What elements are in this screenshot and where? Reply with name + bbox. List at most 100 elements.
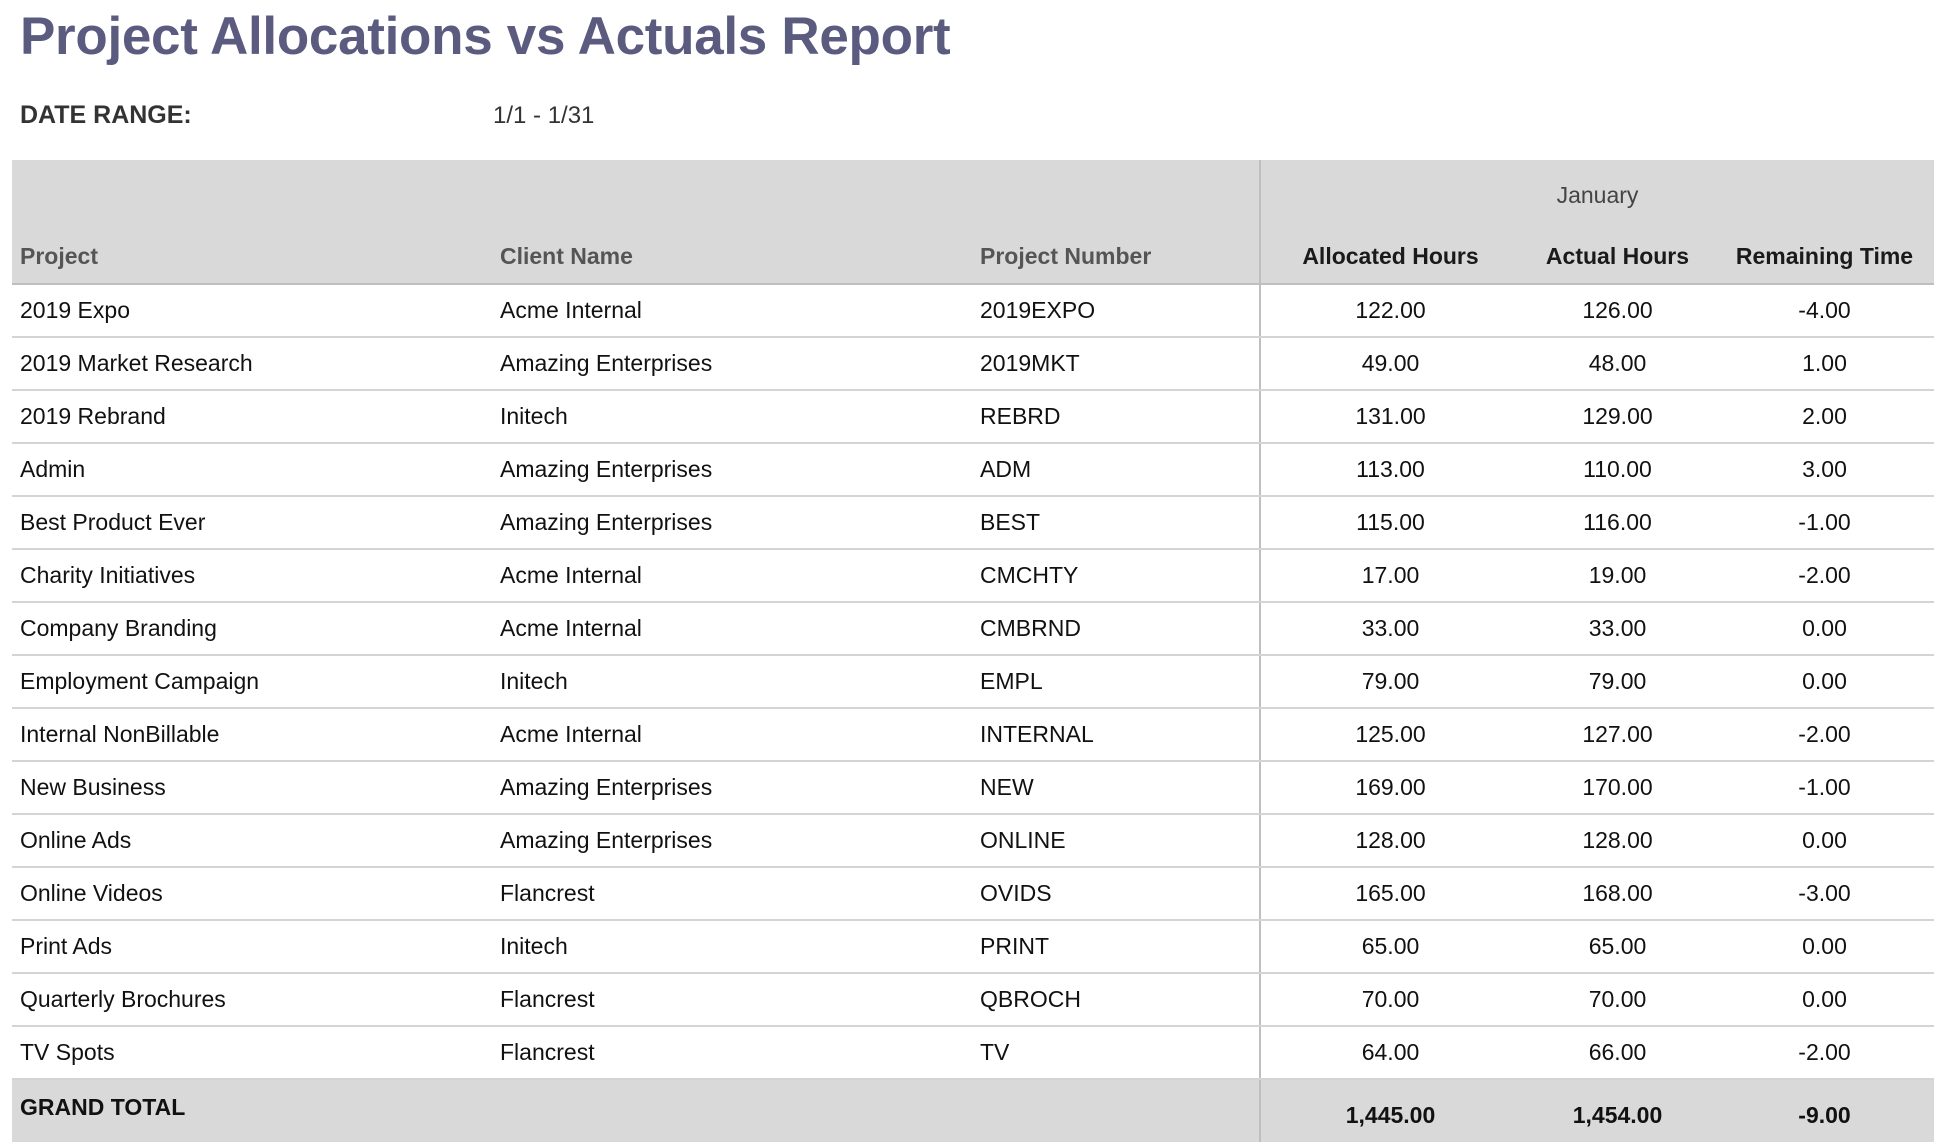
table-row: Charity Initiatives Acme Internal CMCHTY… <box>12 549 1934 603</box>
cell-client: Amazing Enterprises <box>492 443 972 497</box>
table-row: 2019 Expo Acme Internal 2019EXPO 122.00 … <box>12 284 1934 338</box>
cell-project: Internal NonBillable <box>12 708 492 762</box>
cell-project-number: BEST <box>972 496 1260 550</box>
cell-actual-hours: 70.00 <box>1520 973 1715 1027</box>
cell-actual-hours: 128.00 <box>1520 814 1715 868</box>
cell-project: Online Videos <box>12 867 492 921</box>
column-header-actual-hours: Actual Hours <box>1520 230 1715 285</box>
cell-project: Charity Initiatives <box>12 549 492 603</box>
cell-project: 2019 Market Research <box>12 337 492 391</box>
month-header: January <box>1259 160 1934 230</box>
grand-total-allocated: 1,445.00 <box>1259 1079 1520 1142</box>
header-spacer <box>12 160 1260 230</box>
table-row: Company Branding Acme Internal CMBRND 33… <box>12 602 1934 656</box>
cell-project-number: NEW <box>972 761 1260 815</box>
table-row: Best Product Ever Amazing Enterprises BE… <box>12 496 1934 550</box>
cell-allocated-hours: 33.00 <box>1259 602 1520 656</box>
cell-allocated-hours: 79.00 <box>1259 655 1520 709</box>
cell-project: 2019 Rebrand <box>12 390 492 444</box>
cell-allocated-hours: 122.00 <box>1259 284 1520 338</box>
cell-project-number: CMBRND <box>972 602 1260 656</box>
month-header-row: January <box>12 160 1934 230</box>
cell-client: Acme Internal <box>492 602 972 656</box>
table-row: 2019 Market Research Amazing Enterprises… <box>12 337 1934 391</box>
cell-client: Amazing Enterprises <box>492 337 972 391</box>
cell-project: Online Ads <box>12 814 492 868</box>
cell-allocated-hours: 169.00 <box>1259 761 1520 815</box>
cell-allocated-hours: 65.00 <box>1259 920 1520 974</box>
cell-remaining-time: -2.00 <box>1715 549 1934 603</box>
cell-project-number: OVIDS <box>972 867 1260 921</box>
table-row: TV Spots Flancrest TV 64.00 66.00 -2.00 <box>12 1026 1934 1080</box>
report-title: Project Allocations vs Actuals Report <box>20 7 951 66</box>
cell-actual-hours: 33.00 <box>1520 602 1715 656</box>
cell-client: Acme Internal <box>492 284 972 338</box>
cell-allocated-hours: 17.00 <box>1259 549 1520 603</box>
cell-allocated-hours: 70.00 <box>1259 973 1520 1027</box>
cell-project: Company Branding <box>12 602 492 656</box>
column-header-project-number: Project Number <box>972 230 1260 285</box>
cell-client: Acme Internal <box>492 708 972 762</box>
cell-allocated-hours: 125.00 <box>1259 708 1520 762</box>
cell-remaining-time: 2.00 <box>1715 390 1934 444</box>
cell-project-number: 2019MKT <box>972 337 1260 391</box>
cell-project-number: 2019EXPO <box>972 284 1260 338</box>
table-row: Print Ads Initech PRINT 65.00 65.00 0.00 <box>12 920 1934 974</box>
table-row: New Business Amazing Enterprises NEW 169… <box>12 761 1934 815</box>
cell-remaining-time: -2.00 <box>1715 708 1934 762</box>
cell-allocated-hours: 115.00 <box>1259 496 1520 550</box>
allocations-table: January Project Client Name Project Numb… <box>12 160 1934 1142</box>
table-row: Employment Campaign Initech EMPL 79.00 7… <box>12 655 1934 709</box>
cell-actual-hours: 65.00 <box>1520 920 1715 974</box>
cell-actual-hours: 19.00 <box>1520 549 1715 603</box>
cell-client: Initech <box>492 655 972 709</box>
cell-project-number: ADM <box>972 443 1260 497</box>
cell-project: Employment Campaign <box>12 655 492 709</box>
cell-actual-hours: 79.00 <box>1520 655 1715 709</box>
cell-client: Initech <box>492 920 972 974</box>
cell-actual-hours: 116.00 <box>1520 496 1715 550</box>
cell-project: Best Product Ever <box>12 496 492 550</box>
cell-remaining-time: -2.00 <box>1715 1026 1934 1080</box>
cell-project: Print Ads <box>12 920 492 974</box>
grand-total-actual: 1,454.00 <box>1520 1079 1715 1142</box>
table-row: Online Ads Amazing Enterprises ONLINE 12… <box>12 814 1934 868</box>
cell-actual-hours: 170.00 <box>1520 761 1715 815</box>
cell-project: TV Spots <box>12 1026 492 1080</box>
cell-client: Amazing Enterprises <box>492 761 972 815</box>
table-row: Admin Amazing Enterprises ADM 113.00 110… <box>12 443 1934 497</box>
cell-remaining-time: -1.00 <box>1715 496 1934 550</box>
cell-project-number: TV <box>972 1026 1260 1080</box>
cell-actual-hours: 66.00 <box>1520 1026 1715 1080</box>
cell-project: 2019 Expo <box>12 284 492 338</box>
cell-client: Flancrest <box>492 1026 972 1080</box>
cell-project-number: QBROCH <box>972 973 1260 1027</box>
cell-remaining-time: -1.00 <box>1715 761 1934 815</box>
cell-project-number: CMCHTY <box>972 549 1260 603</box>
cell-remaining-time: -4.00 <box>1715 284 1934 338</box>
column-header-project: Project <box>12 230 492 285</box>
cell-remaining-time: 0.00 <box>1715 814 1934 868</box>
cell-remaining-time: 0.00 <box>1715 602 1934 656</box>
cell-allocated-hours: 165.00 <box>1259 867 1520 921</box>
column-header-row: Project Client Name Project Number Alloc… <box>12 230 1934 285</box>
cell-project-number: PRINT <box>972 920 1260 974</box>
cell-actual-hours: 110.00 <box>1520 443 1715 497</box>
column-header-allocated-hours: Allocated Hours <box>1259 230 1520 285</box>
cell-remaining-time: 0.00 <box>1715 655 1934 709</box>
table-row: 2019 Rebrand Initech REBRD 131.00 129.00… <box>12 390 1934 444</box>
cell-client: Acme Internal <box>492 549 972 603</box>
cell-project-number: REBRD <box>972 390 1260 444</box>
cell-project: Quarterly Brochures <box>12 973 492 1027</box>
table-row: Quarterly Brochures Flancrest QBROCH 70.… <box>12 973 1934 1027</box>
cell-remaining-time: -3.00 <box>1715 867 1934 921</box>
grand-total-row: GRAND TOTAL 1,445.00 1,454.00 -9.00 <box>12 1079 1934 1142</box>
cell-actual-hours: 168.00 <box>1520 867 1715 921</box>
table-row: Internal NonBillable Acme Internal INTER… <box>12 708 1934 762</box>
cell-project-number: EMPL <box>972 655 1260 709</box>
cell-remaining-time: 0.00 <box>1715 973 1934 1027</box>
table-row: Online Videos Flancrest OVIDS 165.00 168… <box>12 867 1934 921</box>
cell-client: Amazing Enterprises <box>492 814 972 868</box>
cell-project-number: INTERNAL <box>972 708 1260 762</box>
cell-remaining-time: 3.00 <box>1715 443 1934 497</box>
